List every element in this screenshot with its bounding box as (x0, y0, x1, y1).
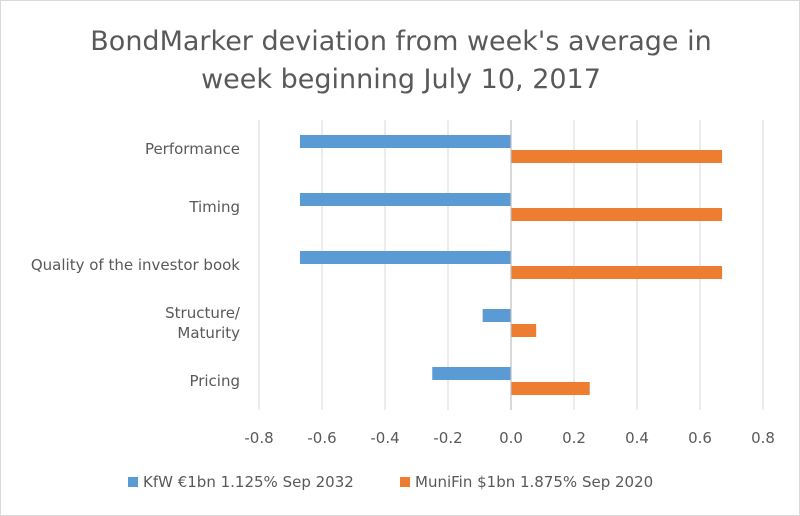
bars (299, 135, 723, 395)
x-tick-label: -0.4 (370, 429, 399, 447)
legend-label: KfW €1bn 1.125% Sep 2032 (143, 473, 354, 491)
bar-munifin (511, 208, 723, 221)
x-tick-label: -0.6 (307, 429, 336, 447)
category-label: Structure/Maturity (165, 304, 241, 342)
bar-kfw (299, 135, 511, 148)
x-tick-label: 0.0 (499, 429, 523, 447)
bar-kfw (299, 193, 511, 206)
legend-swatch (400, 477, 410, 487)
category-label: Pricing (189, 372, 240, 390)
x-tick-labels: -0.8 -0.6 -0.4 -0.2 0.0 0.2 0.4 0.6 0.8 (244, 429, 775, 447)
legend-item: MuniFin $1bn 1.875% Sep 2020 (400, 473, 653, 491)
chart-title-line-1: BondMarker deviation from week's average… (90, 26, 712, 57)
legend: KfW €1bn 1.125% Sep 2032 MuniFin $1bn 1.8… (128, 473, 653, 491)
bar-kfw (482, 309, 511, 322)
bar-kfw (432, 367, 511, 380)
category-label: Performance (145, 140, 240, 158)
x-tick-label: 0.6 (688, 429, 712, 447)
legend-label: MuniFin $1bn 1.875% Sep 2020 (415, 473, 653, 491)
bar-munifin (511, 324, 537, 337)
bar-munifin (511, 266, 723, 279)
x-tick-label: -0.2 (433, 429, 462, 447)
bar-munifin (511, 150, 723, 163)
gridlines (258, 120, 764, 410)
chart-title: BondMarker deviation from week's average… (1, 23, 800, 99)
x-tick-label: 0.8 (751, 429, 775, 447)
category-label: Timing (188, 198, 240, 216)
bar-munifin (511, 382, 590, 395)
legend-swatch (128, 477, 138, 487)
category-labels: Performance Timing Quality of the investor… (31, 140, 241, 390)
legend-item: KfW €1bn 1.125% Sep 2032 (128, 473, 354, 491)
bar-kfw (299, 251, 511, 264)
chart-title-line-2: week beginning July 10, 2017 (201, 64, 601, 95)
category-label: Quality of the investor book (31, 256, 240, 274)
x-tick-label: 0.4 (625, 429, 649, 447)
x-tick-label: 0.2 (562, 429, 586, 447)
x-tick-label: -0.8 (244, 429, 273, 447)
